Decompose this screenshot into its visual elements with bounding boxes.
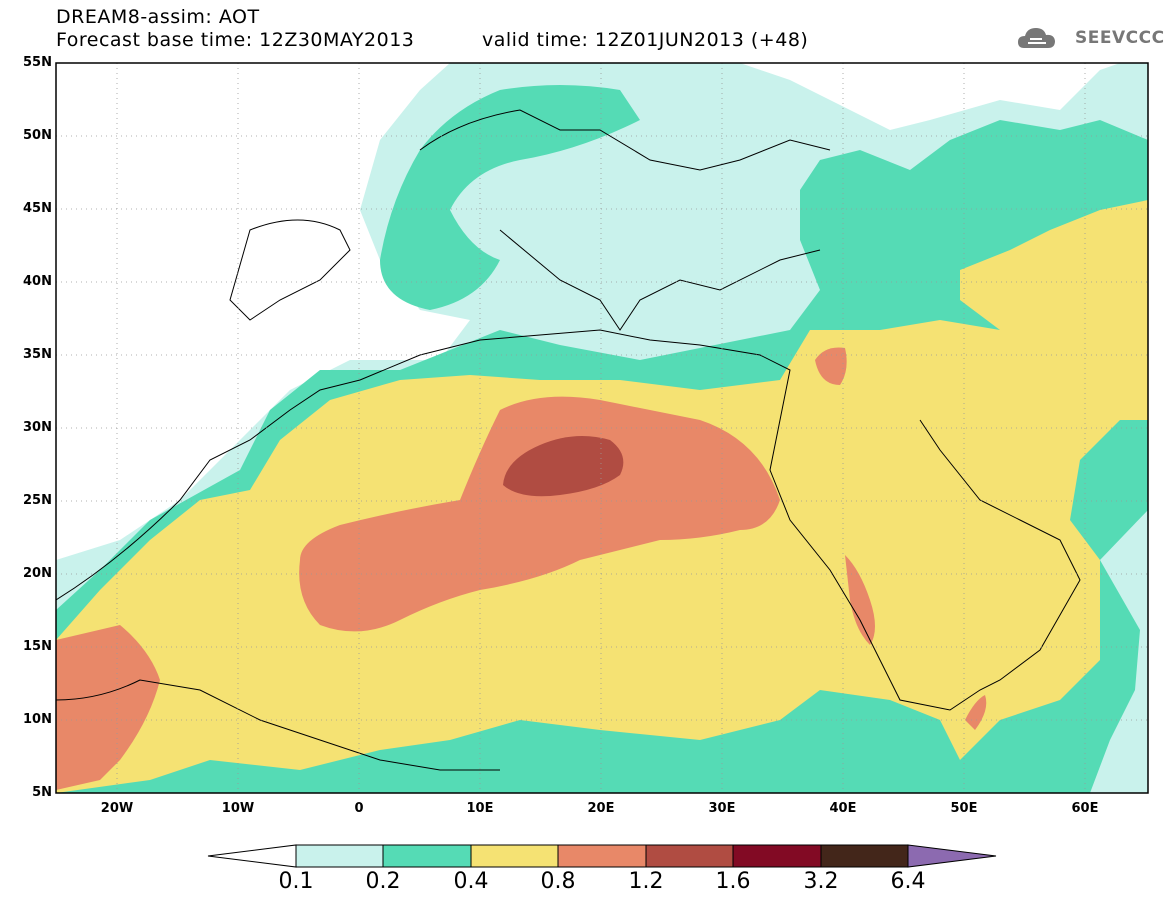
- aot-band-0.8-west: [56, 625, 160, 790]
- colorbar-swatch: [820, 844, 909, 868]
- aot-band-1.2: [503, 436, 624, 497]
- lat-label: 10N: [23, 712, 52, 727]
- lat-label: 55N: [23, 55, 52, 70]
- lat-label: 20N: [23, 566, 52, 581]
- logo-text: SEEVCCC: [1075, 28, 1165, 48]
- colorbar-swatch: [295, 844, 384, 868]
- colorbar-under-arrow: [207, 844, 297, 868]
- colorbar-swatch: [645, 844, 734, 868]
- lon-label: 30E: [708, 801, 736, 816]
- plot-frame: [55, 62, 1149, 794]
- lon-label: 0: [354, 801, 364, 816]
- lat-label: 15N: [23, 639, 52, 654]
- colorbar-label: 0.4: [453, 869, 489, 894]
- colorbar-label: 3.2: [803, 869, 839, 894]
- valid-time: valid time: 12Z01JUN2013 (+48): [482, 29, 809, 51]
- colorbar-swatch: [557, 844, 647, 868]
- lat-label: 50N: [23, 128, 52, 143]
- aot-band-0.8-redsea: [845, 555, 875, 645]
- forecast-base-time: Forecast base time: 12Z30MAY2013: [56, 29, 415, 51]
- colorbar-swatch: [470, 844, 559, 868]
- lon-label: 20E: [587, 801, 615, 816]
- colorbar-over-arrow: [907, 844, 997, 868]
- aot-band-0.8: [299, 396, 780, 632]
- aot-band-0.8-horn: [965, 695, 987, 730]
- lat-label: 5N: [32, 785, 52, 800]
- lon-label: 10E: [466, 801, 494, 816]
- lat-label: 30N: [23, 420, 52, 435]
- cloud-icon: [1018, 28, 1055, 48]
- lon-label: 40E: [829, 801, 857, 816]
- lon-label: 50E: [950, 801, 978, 816]
- gridlines: [56, 63, 1148, 793]
- lat-label: 35N: [23, 347, 52, 362]
- colorbar-label: 0.1: [278, 869, 314, 894]
- lon-label: 10W: [221, 801, 255, 816]
- colorbar-label: 0.8: [540, 869, 576, 894]
- colorbar-label: 0.2: [365, 869, 401, 894]
- lon-label: 60E: [1071, 801, 1099, 816]
- coastlines: [56, 109, 1081, 771]
- colorbar-label: 1.2: [628, 869, 664, 894]
- aot-band-0.2-north: [380, 85, 640, 310]
- aot-band-0.8-iraq: [815, 347, 847, 385]
- colorbar-swatch: [732, 844, 822, 868]
- colorbar-label: 6.4: [890, 869, 926, 894]
- lon-label: 20W: [100, 801, 134, 816]
- colorbar-label: 1.6: [715, 869, 751, 894]
- lat-label: 40N: [23, 274, 52, 289]
- map-title: DREAM8-assim: AOT: [56, 6, 260, 28]
- lat-label: 25N: [23, 493, 52, 508]
- colorbar-swatch: [382, 844, 472, 868]
- lat-label: 45N: [23, 201, 52, 216]
